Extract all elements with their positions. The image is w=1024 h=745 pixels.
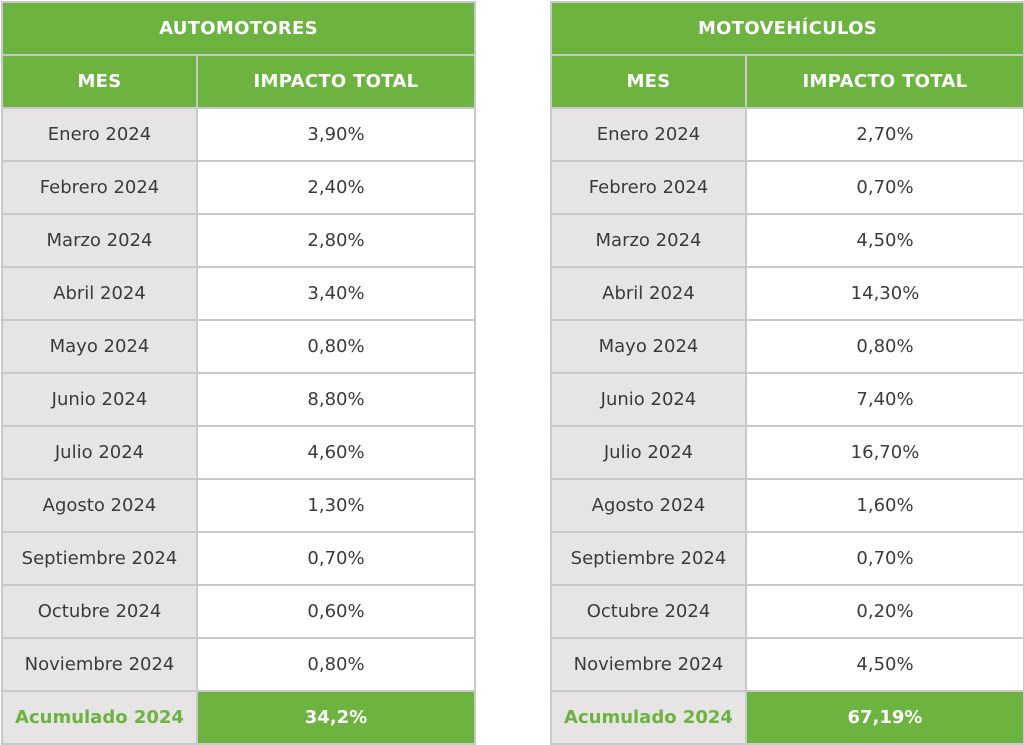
impact-cell: 16,70% [745,425,1024,480]
table-row: Junio 2024 7,40% [550,372,1024,427]
month-cell: Abril 2024 [1,266,198,321]
month-cell: Mayo 2024 [550,319,747,374]
table-row: Mayo 2024 0,80% [1,319,477,374]
table-row: Julio 2024 4,60% [1,425,477,480]
automotores-table: AUTOMOTORES MES IMPACTO TOTAL Enero 2024… [0,1,477,745]
month-cell: Agosto 2024 [1,478,198,533]
month-cell: Mayo 2024 [1,319,198,374]
table-row: Octubre 2024 0,60% [1,584,477,639]
impact-cell: 1,60% [745,478,1024,533]
month-cell: Enero 2024 [1,107,198,162]
total-label: Acumulado 2024 [550,690,747,745]
table-row: Agosto 2024 1,60% [550,478,1024,533]
table-row: Marzo 2024 2,80% [1,213,477,268]
impact-cell: 7,40% [745,372,1024,427]
impact-cell: 2,80% [195,213,477,268]
column-header-mes: MES [1,54,198,109]
table-row: Junio 2024 8,80% [1,372,477,427]
table-row: Mayo 2024 0,80% [550,319,1024,374]
impact-cell: 0,20% [745,584,1024,639]
impact-cell: 2,70% [745,107,1024,162]
impact-cell: 0,80% [195,637,477,692]
month-cell: Junio 2024 [550,372,747,427]
table-row: Febrero 2024 2,40% [1,160,477,215]
month-cell: Octubre 2024 [550,584,747,639]
table-row: Septiembre 2024 0,70% [550,531,1024,586]
month-cell: Abril 2024 [550,266,747,321]
column-header-impacto: IMPACTO TOTAL [195,54,477,109]
table-row: Marzo 2024 4,50% [550,213,1024,268]
table-row: Septiembre 2024 0,70% [1,531,477,586]
impact-cell: 0,70% [745,160,1024,215]
month-cell: Julio 2024 [1,425,198,480]
impact-cell: 4,50% [745,637,1024,692]
impact-cell: 0,80% [195,319,477,374]
total-value: 34,2% [195,690,477,745]
impact-cell: 2,40% [195,160,477,215]
impact-cell: 4,50% [745,213,1024,268]
table-row: Febrero 2024 0,70% [550,160,1024,215]
month-cell: Agosto 2024 [550,478,747,533]
month-cell: Febrero 2024 [1,160,198,215]
column-header-impacto: IMPACTO TOTAL [745,54,1024,109]
table-body: Enero 2024 2,70% Febrero 2024 0,70% Marzo 20… [550,107,1024,692]
table-row: Noviembre 2024 0,80% [1,637,477,692]
table-body: Enero 2024 3,90% Febrero 2024 2,40% Marzo 20… [1,107,477,692]
table-title: MOTOVEHÍCULOS [550,1,1024,56]
month-cell: Noviembre 2024 [550,637,747,692]
total-value: 67,19% [745,690,1024,745]
total-row: Acumulado 2024 67,19% [550,690,1024,745]
month-cell: Marzo 2024 [1,213,198,268]
total-row: Acumulado 2024 34,2% [1,690,477,745]
impact-cell: 1,30% [195,478,477,533]
table-row: Octubre 2024 0,20% [550,584,1024,639]
table-row: Noviembre 2024 4,50% [550,637,1024,692]
table-row: Enero 2024 2,70% [550,107,1024,162]
impact-cell: 0,70% [195,531,477,586]
column-header-mes: MES [550,54,747,109]
table-row: Abril 2024 14,30% [550,266,1024,321]
table-row: Abril 2024 3,40% [1,266,477,321]
total-label: Acumulado 2024 [1,690,198,745]
impact-cell: 8,80% [195,372,477,427]
month-cell: Junio 2024 [1,372,198,427]
impact-cell: 0,80% [745,319,1024,374]
motovehiculos-table: MOTOVEHÍCULOS MES IMPACTO TOTAL Enero 20… [550,1,1024,745]
month-cell: Enero 2024 [550,107,747,162]
table-row: Agosto 2024 1,30% [1,478,477,533]
month-cell: Octubre 2024 [1,584,198,639]
month-cell: Marzo 2024 [550,213,747,268]
month-cell: Febrero 2024 [550,160,747,215]
impact-cell: 3,90% [195,107,477,162]
month-cell: Julio 2024 [550,425,747,480]
impact-cell: 4,60% [195,425,477,480]
month-cell: Septiembre 2024 [550,531,747,586]
table-row: Enero 2024 3,90% [1,107,477,162]
impact-cell: 3,40% [195,266,477,321]
table-title: AUTOMOTORES [0,1,477,56]
month-cell: Noviembre 2024 [1,637,198,692]
table-row: Julio 2024 16,70% [550,425,1024,480]
impact-cell: 0,70% [745,531,1024,586]
impact-cell: 14,30% [745,266,1024,321]
impact-cell: 0,60% [195,584,477,639]
month-cell: Septiembre 2024 [1,531,198,586]
